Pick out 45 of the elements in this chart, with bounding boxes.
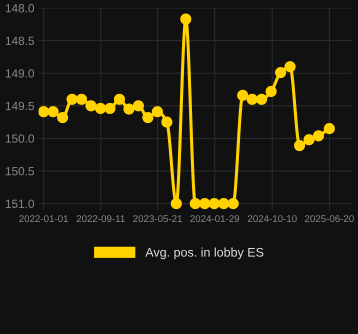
- point: [266, 86, 277, 98]
- y-tick-label: 148.5: [6, 36, 34, 45]
- y-tick-label: 149.5: [6, 102, 34, 110]
- point: [237, 90, 248, 101]
- point: [312, 130, 324, 142]
- point: [142, 112, 154, 124]
- x-tick-label: 2022-09-11: [76, 215, 125, 222]
- point: [57, 112, 68, 124]
- point: [85, 100, 97, 112]
- legend-label: Avg. pos. in lobby ES: [145, 248, 264, 260]
- point: [294, 140, 306, 152]
- point: [170, 198, 182, 210]
- x-tick-label: 2022-01-01: [19, 215, 68, 222]
- y-tick-label: 150.0: [6, 134, 34, 143]
- y-tick-label: 151.0: [6, 200, 34, 208]
- point: [228, 198, 239, 210]
- point: [152, 106, 163, 118]
- point: [275, 66, 286, 78]
- point: [94, 102, 106, 114]
- point: [48, 106, 59, 118]
- point: [123, 103, 134, 115]
- point: [132, 100, 144, 112]
- point: [180, 14, 192, 25]
- point: [199, 198, 210, 210]
- point: [38, 106, 50, 118]
- point: [284, 61, 296, 72]
- y-tick-label: 149.0: [6, 69, 34, 78]
- y-tick-label: 148.0: [6, 4, 34, 12]
- point: [104, 102, 116, 114]
- point: [76, 94, 88, 105]
- point: [324, 123, 335, 134]
- x-tick-label: 2024-10-10: [248, 215, 297, 222]
- point: [208, 198, 220, 210]
- y-tick-label: 150.5: [6, 167, 34, 176]
- point: [256, 94, 268, 105]
- point: [161, 116, 172, 128]
- x-tick-label: 2025-06-20: [304, 215, 354, 222]
- point: [218, 198, 230, 210]
- x-tick-label: 2024-01-29: [190, 215, 240, 222]
- point: [66, 94, 78, 105]
- point: [246, 94, 258, 105]
- point: [303, 134, 315, 146]
- x-tick-label: 2023-05-21: [133, 215, 182, 222]
- point: [190, 198, 201, 210]
- point: [114, 94, 126, 105]
